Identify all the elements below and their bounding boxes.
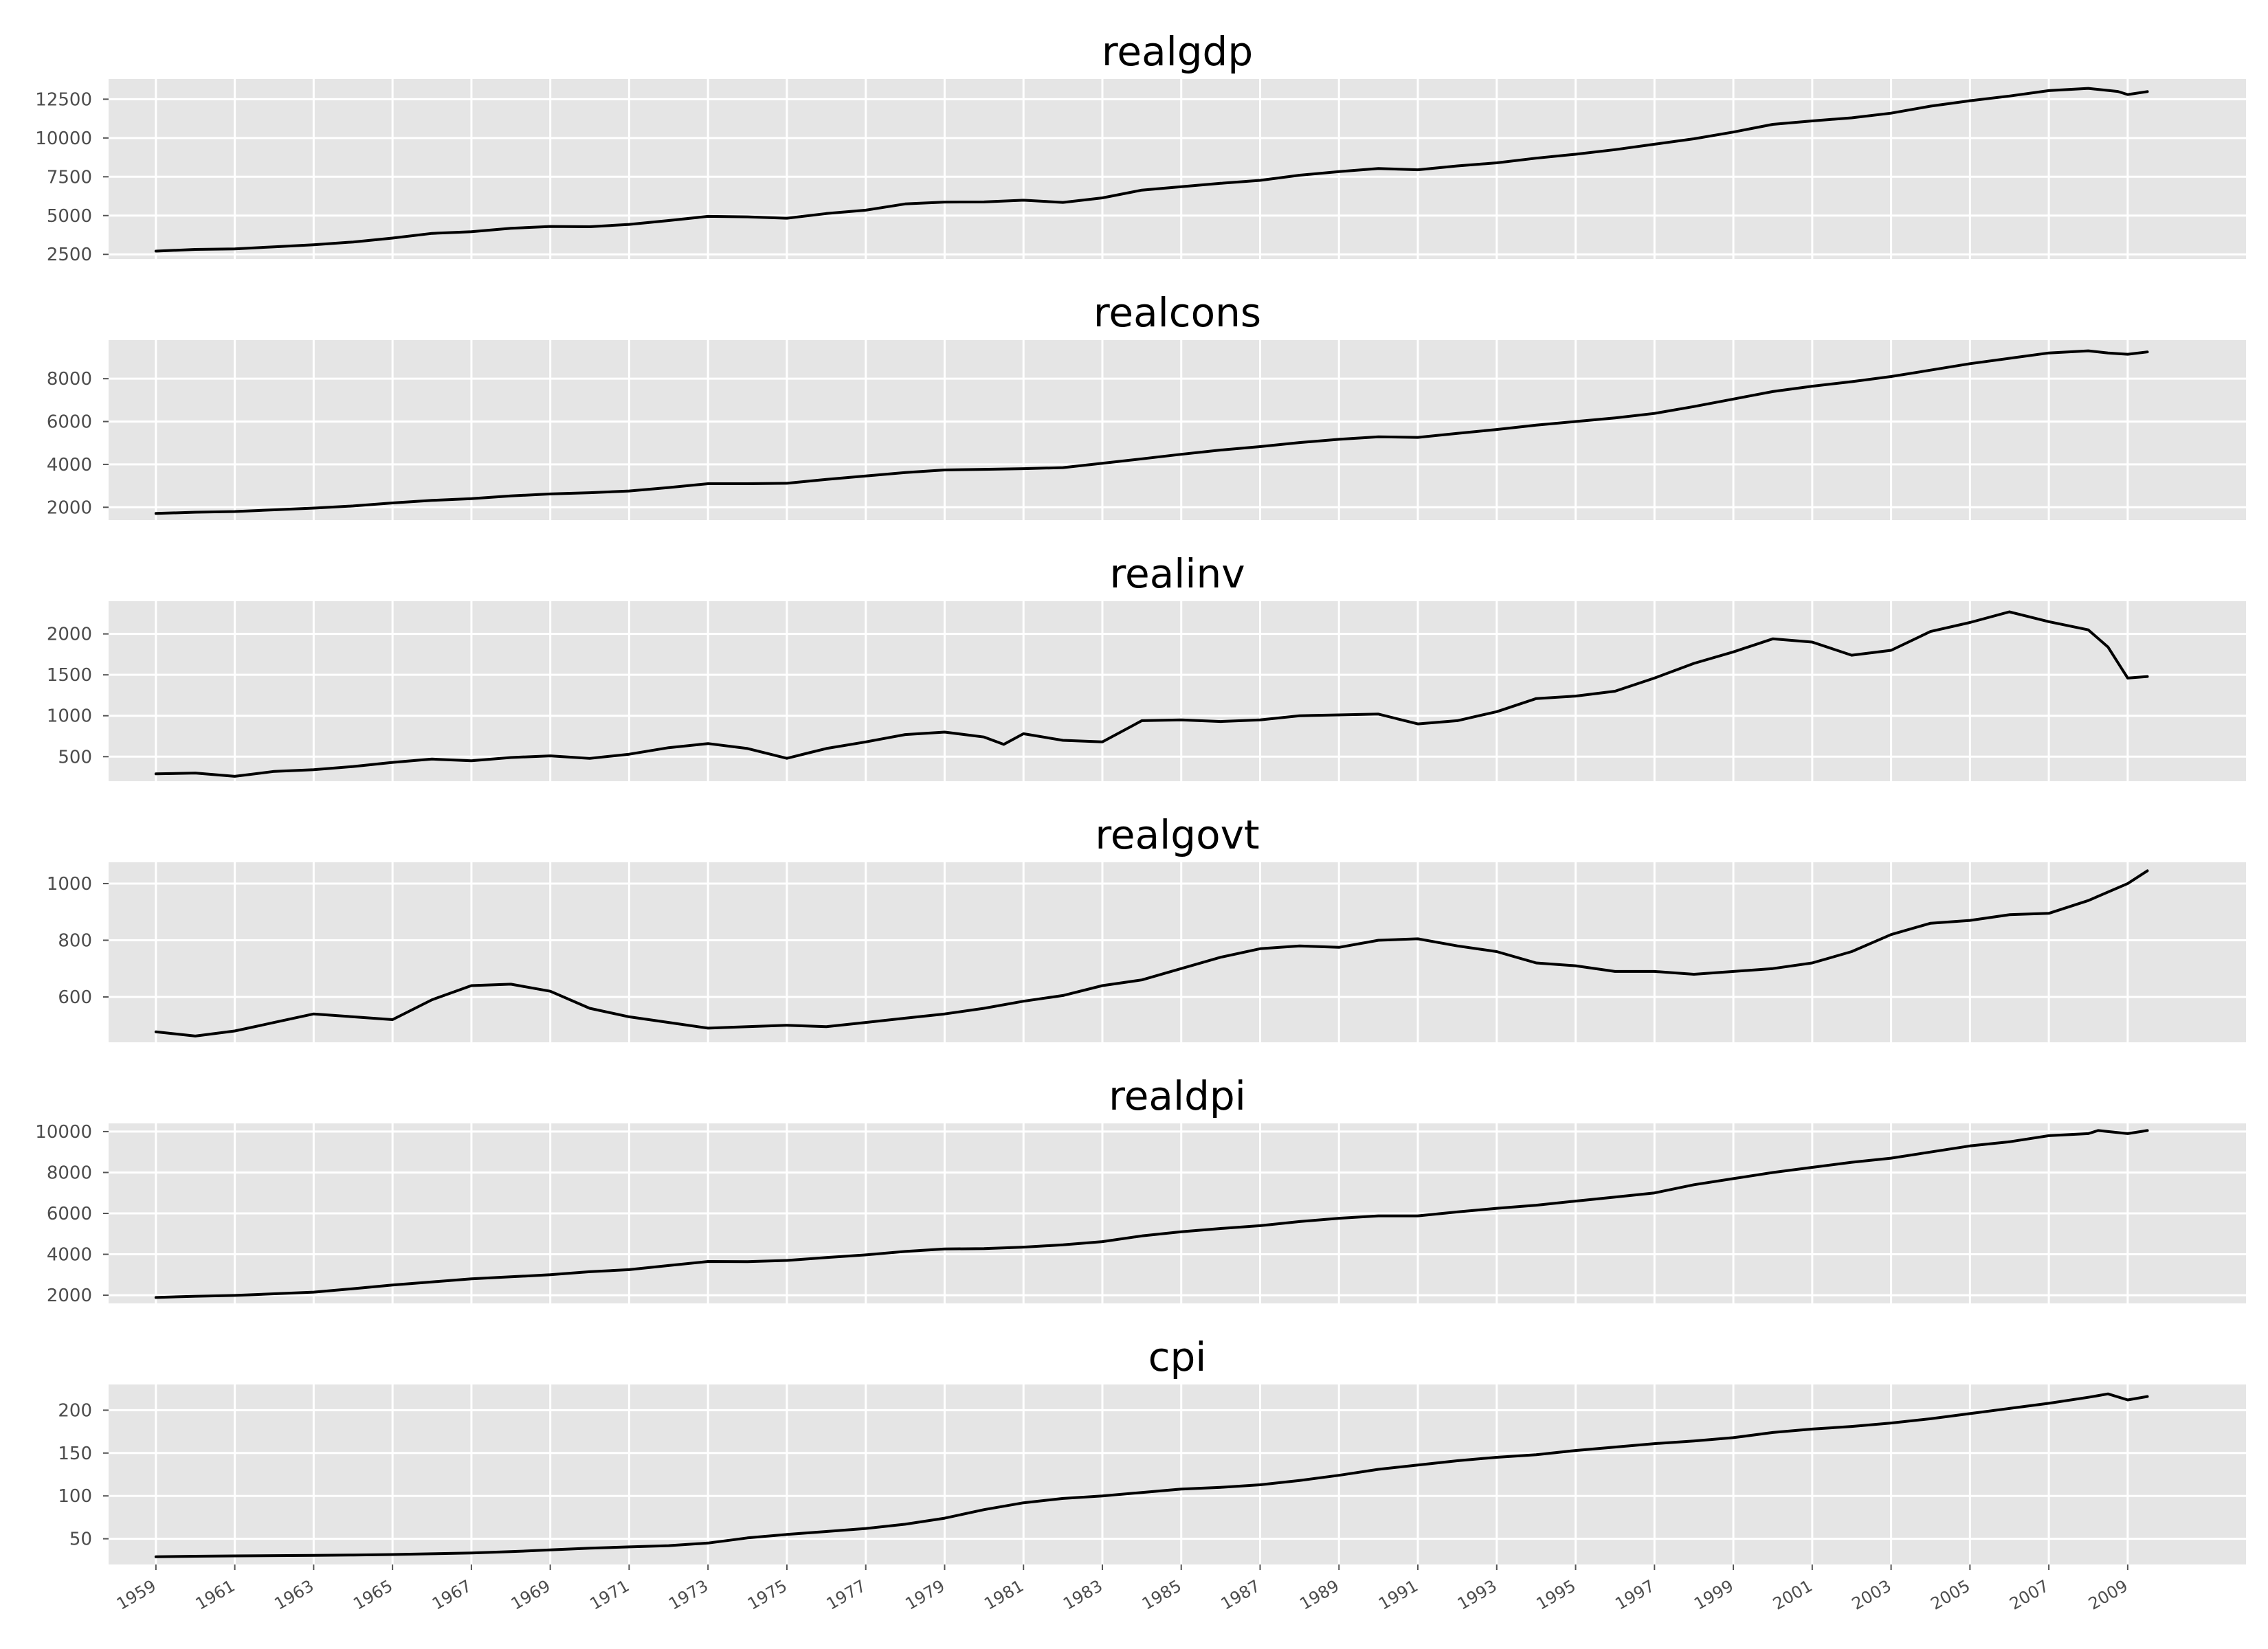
y-tick-label: 2000	[47, 625, 92, 645]
series-line-realcons	[154, 349, 2149, 515]
plot-area	[109, 340, 2246, 520]
series-line-cpi	[154, 1392, 2149, 1558]
subplot-title: realinv	[1109, 550, 1245, 597]
y-tick-label: 12500	[35, 89, 92, 110]
subplot-realgovt: realgovt 600 800 1000	[47, 811, 2246, 1042]
x-tick-label: 1995	[1533, 1576, 1579, 1614]
subplot-title: realcons	[1093, 289, 1261, 336]
series-line-realgdp	[154, 87, 2149, 253]
plot-area	[109, 601, 2246, 781]
y-tick-label: 50	[69, 1529, 92, 1550]
subplot-title: realdpi	[1109, 1073, 1246, 1119]
x-tick-label: 1985	[1139, 1576, 1185, 1614]
y-tick-label: 600	[58, 987, 92, 1008]
x-tick-label: 2003	[1849, 1576, 1895, 1614]
x-tick-label: 1977	[823, 1576, 869, 1614]
x-tick-label: 2007	[2006, 1576, 2052, 1614]
x-tick-label: 1965	[350, 1576, 396, 1614]
y-tick-label: 1500	[47, 665, 92, 686]
x-tick-label: 1999	[1691, 1576, 1737, 1614]
y-tick-label: 6000	[47, 412, 92, 433]
x-tick-label: 1967	[429, 1576, 475, 1614]
x-tick-label: 1987	[1218, 1576, 1264, 1614]
x-tick-label: 1959	[113, 1576, 159, 1614]
series-line-realgovt	[154, 869, 2149, 1037]
y-tick-label: 200	[58, 1400, 92, 1421]
x-tick-label: 1997	[1612, 1576, 1658, 1614]
subplot-realgdp: realgdp 2500 5000 7500 10000 12500	[35, 28, 2246, 265]
y-tick-label: 1000	[47, 874, 92, 895]
y-tick-label: 2500	[47, 245, 92, 265]
x-tick-label: 1963	[271, 1576, 317, 1614]
y-tick-label: 4000	[47, 1245, 92, 1266]
x-tick-label: 1961	[192, 1576, 238, 1614]
y-tick-label: 6000	[47, 1204, 92, 1224]
y-tick-label: 10000	[35, 1122, 92, 1143]
subplot-title: cpi	[1148, 1334, 1207, 1380]
x-tick-label: 1991	[1375, 1576, 1421, 1614]
x-tick-label: 2005	[1927, 1576, 1973, 1614]
subplot-realinv: realinv 500 1000 1500 2000	[47, 550, 2246, 781]
x-tick-label: 1993	[1454, 1576, 1500, 1614]
subplot-cpi: cpi 50 100 150 200	[58, 1334, 2246, 1564]
plot-area	[109, 79, 2246, 259]
subplot-title: realgdp	[1102, 28, 1253, 75]
y-tick-label: 5000	[47, 206, 92, 227]
series-line-realinv	[154, 610, 2149, 778]
x-tick-label: 1981	[981, 1576, 1027, 1614]
series-line-realdpi	[154, 1129, 2149, 1299]
x-tick-label: 2009	[2085, 1576, 2131, 1614]
y-tick-label: 4000	[47, 455, 92, 475]
y-tick-label: 150	[58, 1444, 92, 1464]
subplot-realcons: realcons 2000 4000 6000 8000	[47, 289, 2246, 520]
x-tick-label: 1971	[587, 1576, 633, 1614]
subplot-title: realgovt	[1095, 811, 1259, 858]
x-tick-label: 2001	[1770, 1576, 1816, 1614]
y-tick-label: 500	[58, 747, 92, 767]
y-tick-label: 8000	[47, 369, 92, 390]
y-tick-label: 100	[58, 1486, 92, 1507]
y-tick-label: 8000	[47, 1163, 92, 1183]
x-tick-label: 1975	[744, 1576, 790, 1614]
x-axis: 1959 1961 1963 1965 1967 1969 1971 1973 1975 1977…	[113, 1564, 2131, 1614]
plot-area	[109, 862, 2246, 1042]
y-tick-label: 800	[58, 930, 92, 951]
x-tick-label: 1979	[902, 1576, 948, 1614]
plot-area	[109, 1384, 2246, 1564]
subplot-realdpi: realdpi 2000 4000 6000 8000 10000	[35, 1073, 2246, 1306]
x-tick-label: 1973	[665, 1576, 711, 1614]
x-tick-label: 1969	[508, 1576, 554, 1614]
x-tick-label: 1989	[1296, 1576, 1342, 1614]
y-tick-label: 10000	[35, 128, 92, 149]
y-tick-label: 1000	[47, 706, 92, 727]
y-tick-label: 7500	[47, 167, 92, 188]
y-tick-label: 2000	[47, 497, 92, 518]
x-tick-label: 1983	[1060, 1576, 1106, 1614]
y-tick-label: 2000	[47, 1286, 92, 1306]
